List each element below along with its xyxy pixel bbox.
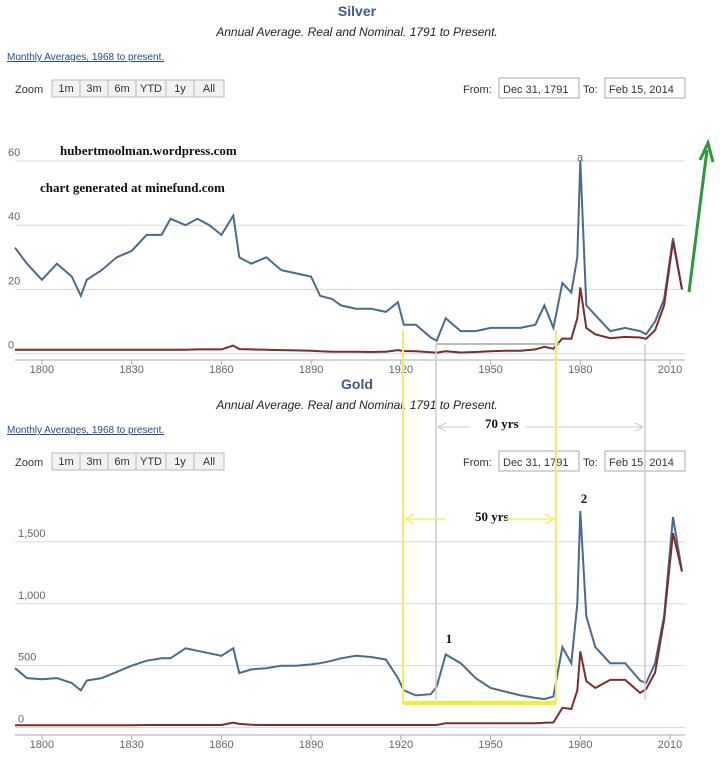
monthly-link[interactable]: Monthly Averages, 1968 to present. [7,52,164,63]
x-tick-label: 1890 [299,364,323,376]
zoom-button-label[interactable]: 3m [86,83,101,95]
y-tick-label: 0 [8,340,14,352]
x-tick-label: 1800 [30,739,54,751]
annotation: hubertmoolman.wordpress.com [60,143,237,158]
x-tick-label: 2010 [658,364,682,376]
zoom-button-label[interactable]: 6m [114,456,129,468]
to-value[interactable]: Feb 15, 2014 [609,84,674,96]
series-line [15,532,683,727]
zoom-button-label[interactable]: 6m [114,83,129,95]
annotation: 50 yrs [475,509,509,524]
zoom-button-label[interactable]: All [203,83,215,95]
chart-title: Silver [338,3,377,19]
x-tick-label: 1830 [119,364,143,376]
zoom-label: Zoom [15,457,43,469]
zoom-button-label[interactable]: All [203,456,215,468]
overlay [402,138,715,705]
from-value[interactable]: Dec 31, 1791 [503,457,568,469]
from-input[interactable] [498,450,580,472]
x-tick-label: 1950 [478,364,502,376]
annotation: 70 yrs [485,416,519,431]
y-tick-label: 60 [8,147,20,159]
x-tick-label: 1950 [478,739,502,751]
y-tick-label: 0 [18,714,24,726]
from-value[interactable]: Dec 31, 1791 [503,84,568,96]
x-tick-label: 1980 [568,739,592,751]
x-tick-label: 1920 [389,739,413,751]
x-tick-label: 1860 [209,364,233,376]
x-tick-label: 1860 [209,739,233,751]
chart-title: Gold [341,376,373,392]
series-line [15,241,683,354]
green-arrow [687,149,709,293]
series-line [14,160,683,343]
annotation: 2 [581,491,588,506]
zoom-button-label[interactable]: 1m [58,456,73,468]
x-tick-label: 1920 [389,364,413,376]
y-tick-label: 20 [8,275,20,287]
arrow-head [404,513,555,525]
to-label: To: [583,457,598,469]
zoom-button-label[interactable]: 1y [174,83,186,95]
zoom-label: Zoom [15,84,43,96]
x-tick-label: 1890 [299,739,323,751]
chart-subtitle: Annual Average. Real and Nominal. 1791 t… [215,398,498,412]
from-label: From: [463,457,492,469]
zoom-button-label[interactable]: 3m [86,456,101,468]
from-input[interactable] [498,77,580,99]
series-line [14,510,683,701]
zoom-button-label[interactable]: 1m [58,83,73,95]
from-label: From: [463,84,492,96]
annotation: 1 [446,631,453,646]
y-tick-label: 1,500 [18,528,46,540]
x-tick-label: 1800 [30,364,54,376]
zoom-button[interactable] [193,79,225,98]
monthly-link[interactable]: Monthly Averages, 1968 to present. [7,425,164,436]
x-tick-label: 1830 [119,739,143,751]
x-tick-label: 2010 [658,739,682,751]
y-tick-label: 1,000 [18,590,46,602]
annotation: chart generated at minefund.com [40,180,225,195]
zoom-button-label[interactable]: 1y [174,456,186,468]
to-input[interactable] [604,77,686,99]
chart-subtitle: Annual Average. Real and Nominal. 1791 t… [215,25,498,39]
y-tick-label: 500 [18,652,36,664]
annotation: a [577,152,584,164]
y-tick-label: 40 [8,211,20,223]
zoom-button-label[interactable]: YTD [140,456,162,468]
zoom-button[interactable] [193,452,225,471]
to-label: To: [583,84,598,96]
x-tick-label: 1980 [568,364,592,376]
zoom-button-label[interactable]: YTD [140,83,162,95]
to-value[interactable]: Feb 15, 2014 [609,457,674,469]
arrow-head [437,422,644,432]
arrow-head [698,138,715,163]
